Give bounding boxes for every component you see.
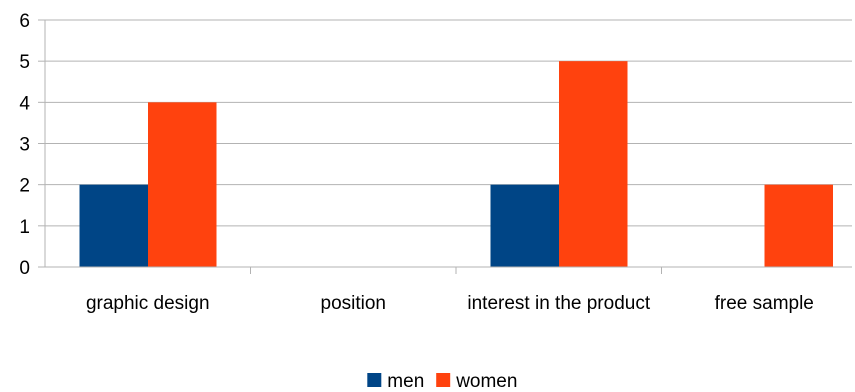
y-tick-label: 5 — [19, 52, 30, 73]
bar-women — [559, 61, 628, 267]
y-tick-label: 2 — [19, 176, 30, 197]
y-tick-label: 1 — [19, 217, 30, 238]
axes — [38, 19, 852, 274]
y-tick-label: 6 — [19, 11, 30, 32]
legend-label-women: women — [455, 371, 517, 392]
bar-women — [148, 102, 217, 267]
legend-label-men: men — [387, 371, 424, 392]
y-tick-label: 0 — [19, 258, 30, 279]
x-tick-label: position — [321, 293, 387, 314]
bar-women — [764, 184, 833, 267]
x-tick-label: interest in the product — [467, 293, 650, 314]
y-tick-label: 3 — [19, 135, 30, 156]
y-tick-label: 4 — [19, 93, 30, 114]
x-tick-label: free sample — [715, 293, 814, 314]
bar-men — [490, 184, 559, 267]
legend-swatch-men — [367, 373, 382, 387]
y-tick-labels: 0 1 2 3 4 5 6 — [19, 11, 30, 279]
x-tick-labels: graphic design position interest in the pr… — [86, 293, 814, 314]
bar-men — [79, 184, 148, 267]
x-tick-label: graphic design — [86, 293, 210, 314]
legend: men women — [367, 371, 517, 392]
bars — [79, 61, 833, 267]
legend-swatch-women — [436, 373, 451, 387]
